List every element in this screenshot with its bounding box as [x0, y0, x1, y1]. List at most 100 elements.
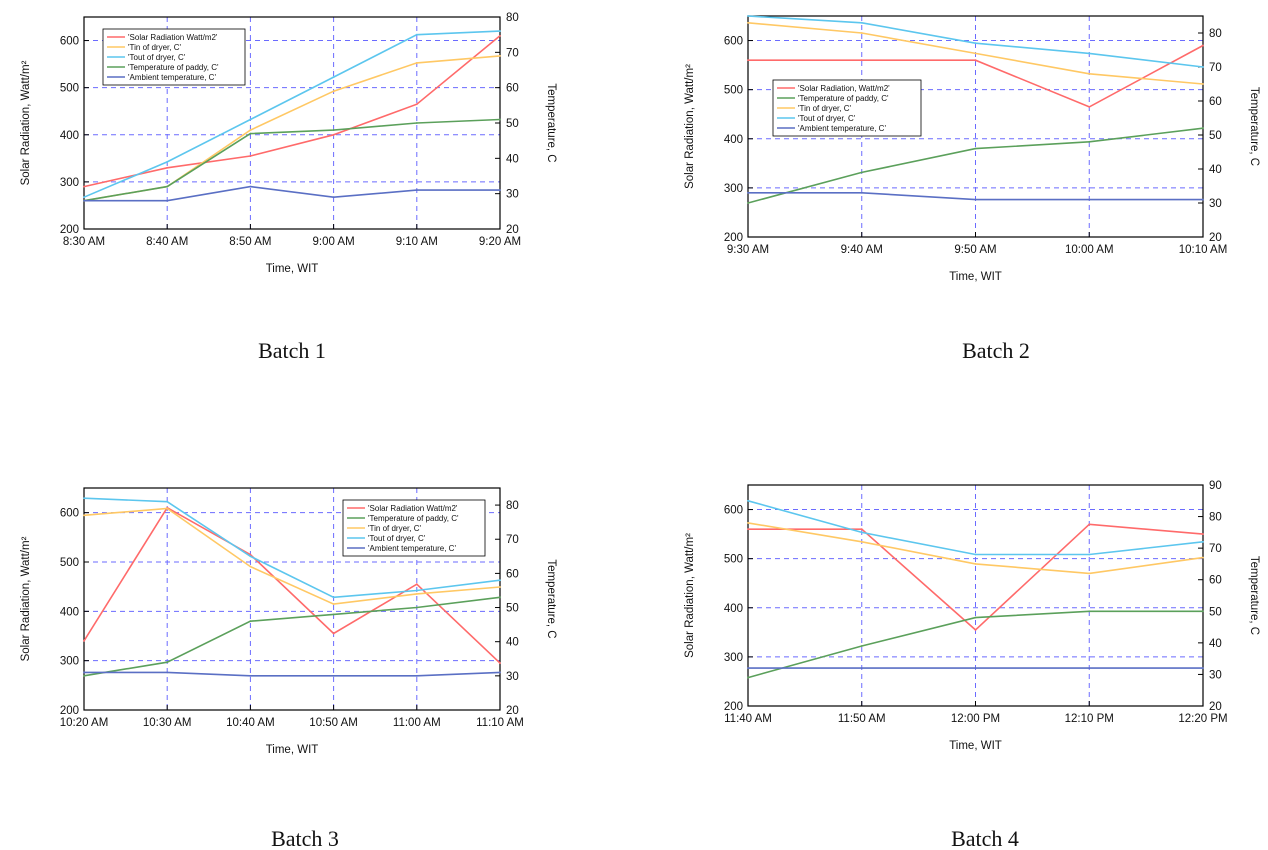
x-tick-label: 8:40 AM: [146, 236, 188, 248]
legend-label-tin: 'Tin of dryer, C': [368, 524, 421, 533]
x-tick-label: 9:10 AM: [396, 236, 438, 248]
data-point-solar: [974, 59, 977, 62]
left-tick-label: 300: [60, 177, 79, 189]
right-tick-label: 30: [1209, 669, 1222, 681]
data-point-tin: [499, 586, 501, 588]
left-tick-label: 500: [60, 83, 79, 95]
right-tick-label: 80: [506, 12, 519, 24]
right-tick-label: 30: [1209, 198, 1222, 210]
data-point-paddy: [860, 645, 863, 647]
right-tick-label: 70: [1209, 62, 1222, 74]
left-tick-label: 200: [60, 705, 79, 717]
legend-label-solar: 'Solar Radiation, Watt/m2': [798, 84, 890, 93]
data-point-paddy: [1202, 127, 1204, 130]
data-point-paddy: [974, 616, 977, 619]
right-tick-label: 60: [506, 568, 519, 580]
left-tick-label: 300: [724, 183, 743, 195]
data-point-ambient: [1202, 667, 1204, 670]
data-point-solar: [415, 103, 418, 106]
legend-label-tout: 'Tout of dryer, C': [128, 53, 186, 62]
left-tick-label: 200: [60, 224, 79, 236]
plot-frame: [83, 487, 501, 711]
right-tick-label: 80: [1209, 512, 1222, 524]
chart-legend: 'Solar Radiation, Watt/m2''Temperature o…: [772, 79, 922, 137]
legend-label-ambient: 'Ambient temperature, C': [368, 544, 456, 553]
data-point-solar: [1088, 105, 1091, 108]
data-point-ambient: [83, 199, 85, 202]
data-point-solar: [974, 628, 977, 631]
chart-caption: Batch 3: [271, 826, 339, 850]
data-point-tout: [1088, 553, 1091, 556]
right-tick-label: 50: [1209, 606, 1222, 618]
data-point-tout: [747, 15, 749, 17]
data-point-ambient: [499, 671, 501, 674]
legend-label-paddy: 'Temperature of paddy, C': [798, 94, 889, 103]
data-point-ambient: [499, 189, 501, 192]
x-axis-title: Time, WIT: [949, 271, 1002, 283]
data-point-tin: [1088, 572, 1091, 575]
x-tick-label: 11:50 AM: [838, 713, 886, 725]
data-point-ambient: [1088, 667, 1091, 670]
data-point-tin: [1088, 72, 1091, 75]
left-tick-label: 500: [724, 85, 743, 97]
right-tick-label: 20: [506, 224, 519, 236]
data-point-ambient: [83, 671, 85, 674]
right-tick-label: 60: [1209, 575, 1222, 587]
data-point-paddy: [1088, 610, 1091, 613]
data-point-tout: [332, 76, 335, 78]
legend-label-tout: 'Tout of dryer, C': [798, 114, 856, 123]
legend-box: [342, 499, 486, 557]
data-point-tout: [860, 21, 863, 24]
series-line-solar: [83, 506, 501, 664]
data-point-tout: [415, 589, 418, 592]
data-point-tin: [249, 565, 252, 568]
data-point-paddy: [1202, 610, 1204, 613]
data-point-tout: [332, 596, 335, 599]
data-point-paddy: [332, 613, 335, 616]
data-point-paddy: [249, 620, 252, 623]
x-tick-label: 9:50 AM: [954, 244, 996, 256]
right-tick-label: 50: [506, 603, 519, 615]
chart-panel-4: 200 300 400 500 600 20 30 40 50 60 70 80 90 11:40 AM 1…: [684, 480, 1260, 850]
left-tick-label: 300: [724, 652, 743, 664]
data-point-ambient: [860, 191, 863, 194]
right-tick-label: 70: [506, 47, 519, 59]
right-axis-title: Temperature, C: [545, 83, 557, 162]
left-tick-label: 600: [724, 505, 743, 517]
data-point-tin: [860, 540, 863, 543]
data-point-tin: [747, 521, 749, 524]
data-point-paddy: [415, 606, 418, 609]
left-tick-label: 200: [724, 701, 743, 713]
x-tick-label: 9:00 AM: [312, 236, 354, 248]
right-axis-title: Temperature, C: [1248, 87, 1260, 166]
left-tick-label: 200: [724, 232, 743, 244]
data-point-solar: [747, 528, 749, 531]
data-point-tin: [974, 563, 977, 565]
right-tick-label: 60: [506, 83, 519, 95]
data-point-paddy: [83, 674, 85, 677]
data-point-paddy: [499, 118, 501, 121]
data-point-solar: [166, 166, 169, 169]
data-point-ambient: [332, 196, 335, 199]
data-point-solar: [83, 640, 85, 642]
x-tick-label: 10:10 AM: [1179, 244, 1228, 256]
data-point-tout: [249, 118, 252, 121]
data-point-tin: [747, 21, 749, 24]
data-point-tin: [1202, 83, 1204, 85]
data-point-ambient: [1202, 198, 1204, 201]
right-tick-label: 70: [506, 534, 519, 546]
data-point-tin: [860, 32, 863, 34]
data-point-solar: [332, 133, 335, 136]
left-tick-label: 400: [724, 603, 743, 615]
data-point-solar: [1202, 44, 1204, 47]
series-line-tout: [83, 30, 501, 198]
right-axis-title: Temperature, C: [1248, 556, 1260, 635]
data-point-ambient: [332, 674, 335, 677]
left-tick-label: 400: [724, 134, 743, 146]
data-point-tout: [249, 555, 252, 558]
series-line-paddy: [83, 118, 501, 202]
data-point-paddy: [860, 171, 863, 174]
x-tick-label: 9:40 AM: [841, 244, 883, 256]
data-point-tout: [1088, 52, 1091, 55]
series-line-paddy: [83, 596, 501, 677]
